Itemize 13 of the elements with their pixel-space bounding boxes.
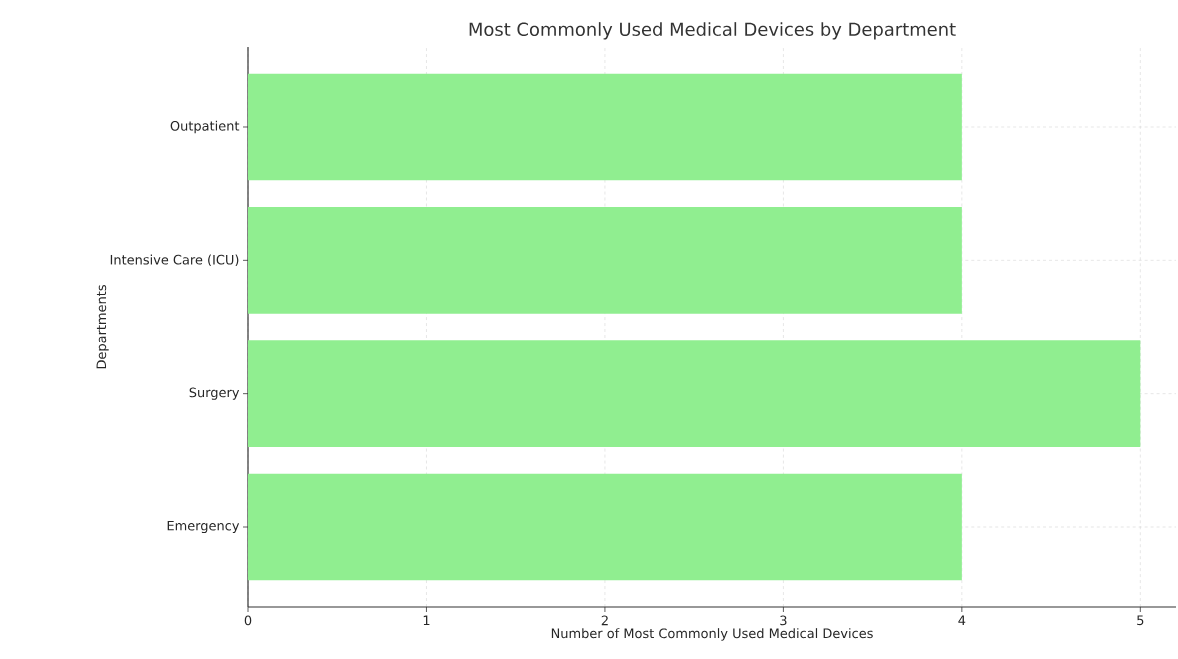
x-tick-label: 2 — [601, 615, 608, 626]
y-axis-title: Departments — [96, 285, 109, 369]
y-tick-label: Intensive Care (ICU) — [110, 254, 239, 267]
x-tick-label: 5 — [1137, 615, 1144, 626]
x-tick-label: 1 — [423, 615, 430, 625]
y-tick-label: Emergency — [167, 520, 240, 534]
y-tick-label: Outpatient — [170, 120, 240, 134]
x-tick-label: 0 — [244, 615, 252, 626]
chart-title: Most Commonly Used Medical Devices by Department — [469, 22, 956, 40]
x-axis-title: Number of Most Commonly Used Medical Devices — [551, 628, 873, 641]
y-tick-label: Surgery — [189, 387, 240, 400]
x-tick-label: 4 — [958, 615, 966, 625]
x-tick-label: 3 — [780, 615, 787, 626]
